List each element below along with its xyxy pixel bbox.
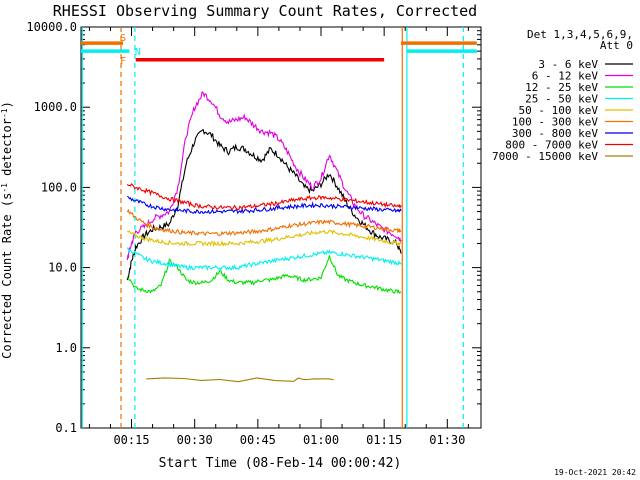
plot-area: SNF: [81, 27, 477, 428]
legend-entry-label: 50 - 100 keV: [519, 104, 599, 117]
legend-entry-label: 6 - 12 keV: [532, 70, 599, 83]
flag-label-n: N: [135, 47, 141, 58]
series-line: [146, 377, 334, 383]
y-axis-label-part3: ): [0, 101, 14, 108]
legend-entry-label: 25 - 50 keV: [525, 93, 598, 106]
flag-label-f: F: [120, 56, 126, 67]
series-line: [126, 229, 402, 248]
y-axis-label-part1: Corrected Count Rate (s: [0, 193, 14, 359]
x-tick-label: 01:00: [303, 433, 339, 447]
y-axis-label-exp1: -1: [0, 183, 9, 193]
legend-entry-label: 12 - 25 keV: [525, 81, 598, 94]
series-line: [126, 247, 402, 271]
y-tick-label: 100.0: [41, 180, 77, 194]
y-axis-label-exp2: -1: [0, 108, 9, 118]
x-tick-label: 00:15: [113, 433, 149, 447]
plot-frame: [80, 26, 482, 429]
series-line: [126, 91, 402, 260]
y-tick-label: 1.0: [55, 341, 77, 355]
series-line: [126, 128, 402, 281]
chart-title: RHESSI Observing Summary Count Rates, Co…: [53, 2, 477, 20]
y-tick-label: 10.0: [48, 261, 77, 275]
svg-text:Corrected Count Rate (s-1 dete: Corrected Count Rate (s-1 detector-1): [0, 101, 14, 359]
legend-entry-label: 100 - 300 keV: [512, 116, 598, 129]
series-line: [126, 208, 402, 237]
y-axis-label: Corrected Count Rate (s-1 detector-1): [0, 101, 14, 359]
flag-label-s: S: [120, 33, 126, 44]
legend-header: Det 1,3,4,5,6,9,: [527, 28, 633, 41]
series-line: [127, 195, 402, 215]
x-tick-label: 01:30: [429, 433, 465, 447]
legend-entry-label: 800 - 7000 keV: [505, 139, 598, 152]
legend-entry-label: 7000 - 15000 keV: [492, 150, 598, 163]
series-line: [126, 182, 402, 211]
x-tick-label: 00:30: [177, 433, 213, 447]
legend-entry-label: 300 - 800 keV: [512, 127, 598, 140]
y-tick-label: 10000.0: [26, 20, 77, 34]
y-axis-label-part2: detector: [0, 118, 14, 183]
y-tick-label: 0.1: [55, 421, 77, 435]
legend-header: Att 0: [600, 39, 633, 52]
x-axis-label: Start Time (08-Feb-14 00:00:42): [159, 456, 402, 471]
x-tick-label: 01:15: [366, 433, 402, 447]
y-tick-label: 1000.0: [34, 100, 77, 114]
axes: 0.1 1.0 10.0 100.0 1000.0 10000.0 00:15 00:30 00…: [26, 20, 482, 447]
footer-timestamp: 19-Oct-2021 20:42: [554, 468, 636, 477]
legend-entry-label: 3 - 6 keV: [538, 58, 598, 71]
x-tick-label: 00:45: [240, 433, 276, 447]
